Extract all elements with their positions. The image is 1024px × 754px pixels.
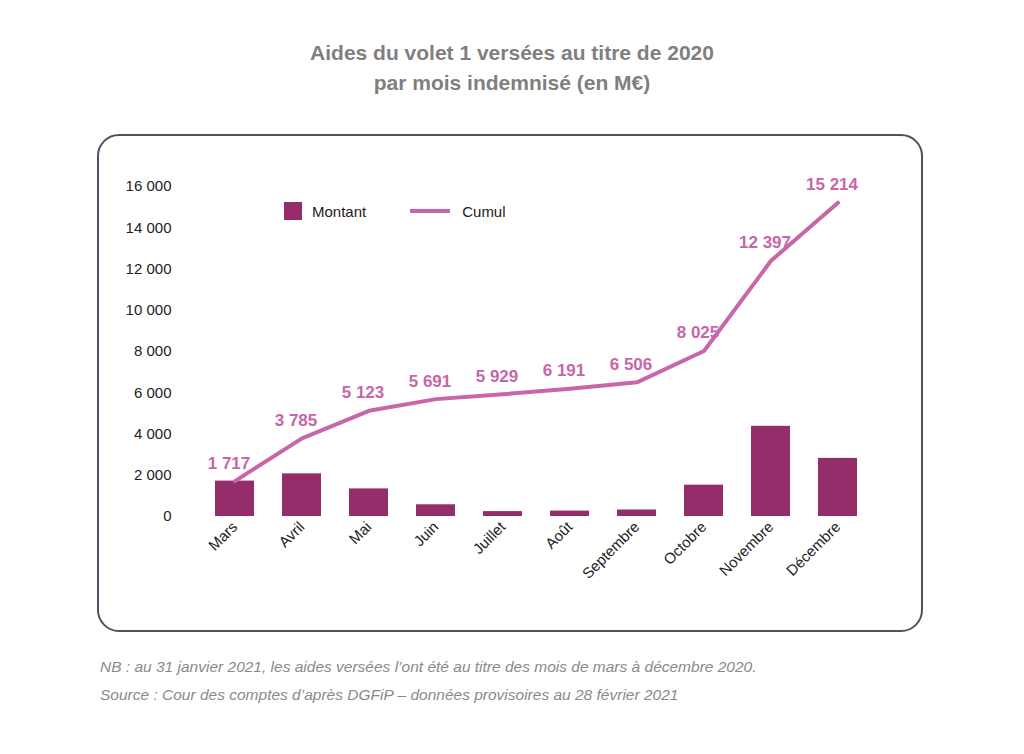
svg-text:Avril: Avril xyxy=(275,518,307,550)
svg-text:5 123: 5 123 xyxy=(342,383,385,402)
svg-text:4 000: 4 000 xyxy=(134,425,172,442)
html-text:Cumul: Cumul xyxy=(462,202,506,220)
svg-text:Septembre: Septembre xyxy=(579,518,643,582)
svg-text:16 000: 16 000 xyxy=(126,177,172,194)
svg-text:5 929: 5 929 xyxy=(476,367,519,386)
svg-text:14 000: 14 000 xyxy=(126,219,172,236)
html-text:Montant: Montant xyxy=(312,202,367,220)
svg-text:10 000: 10 000 xyxy=(126,301,172,318)
svg-text:2 000: 2 000 xyxy=(134,466,172,483)
svg-text:Mai: Mai xyxy=(345,518,374,547)
svg-text:12 397: 12 397 xyxy=(739,233,791,252)
svg-text:Juin: Juin xyxy=(410,518,441,549)
svg-text:1 717: 1 717 xyxy=(208,454,251,473)
html-text:Aides du volet 1 versées au ti: Aides du volet 1 versées au titre de 202… xyxy=(310,41,714,94)
svg-text:8 025: 8 025 xyxy=(677,323,720,342)
svg-text:3 785: 3 785 xyxy=(275,411,318,430)
svg-text:6 000: 6 000 xyxy=(134,384,172,401)
svg-text:Octobre: Octobre xyxy=(660,518,710,568)
svg-text:5 691: 5 691 xyxy=(409,372,452,391)
html-text:NB : au 31 janvier 2021, les a: NB : au 31 janvier 2021, les aides versé… xyxy=(100,658,757,675)
svg-text:Novembre: Novembre xyxy=(716,518,777,579)
svg-text:6 191: 6 191 xyxy=(543,361,586,380)
svg-text:Décembre: Décembre xyxy=(783,518,844,579)
svg-text:15 214: 15 214 xyxy=(806,175,859,194)
svg-text:6 506: 6 506 xyxy=(610,355,653,374)
html-text:Source : Cour des comptes d’ap: Source : Cour des comptes d’après DGFiP … xyxy=(100,686,679,703)
svg-text:Août: Août xyxy=(542,517,576,551)
svg-text:Juillet: Juillet xyxy=(469,517,509,557)
svg-text:8 000: 8 000 xyxy=(134,342,172,359)
svg-text:Mars: Mars xyxy=(205,518,241,554)
svg-text:0: 0 xyxy=(163,507,171,524)
svg-text:12 000: 12 000 xyxy=(126,260,172,277)
